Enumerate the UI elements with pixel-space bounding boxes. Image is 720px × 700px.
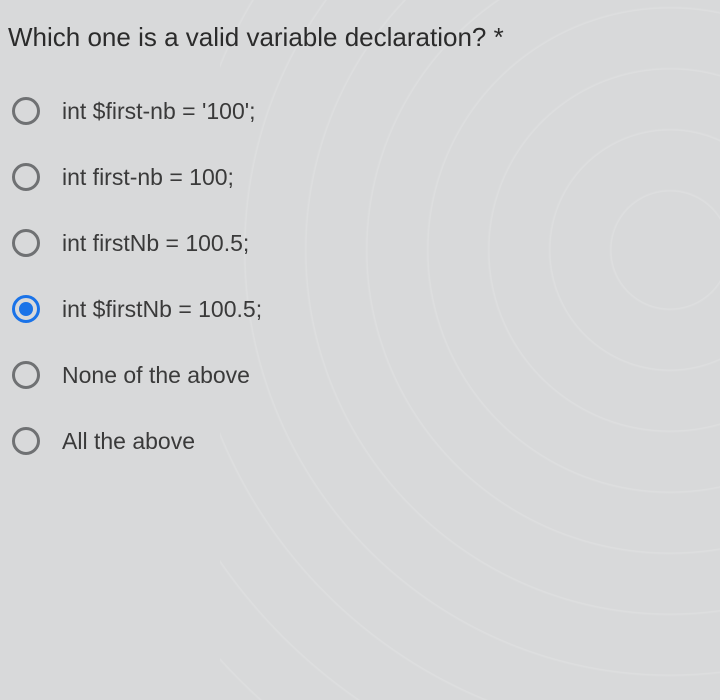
option-label: int $firstNb = 100.5; — [62, 296, 262, 323]
option-label: None of the above — [62, 362, 250, 389]
options-group: int $first-nb = '100'; int first-nb = 10… — [8, 97, 696, 455]
option-1[interactable]: int first-nb = 100; — [12, 163, 696, 191]
option-label: All the above — [62, 428, 195, 455]
option-label: int $first-nb = '100'; — [62, 98, 256, 125]
option-2[interactable]: int firstNb = 100.5; — [12, 229, 696, 257]
option-4[interactable]: None of the above — [12, 361, 696, 389]
option-3[interactable]: int $firstNb = 100.5; — [12, 295, 696, 323]
radio-icon — [12, 163, 40, 191]
question-card: Which one is a valid variable declaratio… — [0, 0, 720, 479]
option-0[interactable]: int $first-nb = '100'; — [12, 97, 696, 125]
question-text: Which one is a valid variable declaratio… — [8, 22, 696, 53]
option-5[interactable]: All the above — [12, 427, 696, 455]
radio-icon — [12, 295, 40, 323]
radio-icon — [12, 361, 40, 389]
radio-icon — [12, 427, 40, 455]
option-label: int first-nb = 100; — [62, 164, 234, 191]
radio-icon — [12, 97, 40, 125]
radio-icon — [12, 229, 40, 257]
option-label: int firstNb = 100.5; — [62, 230, 249, 257]
